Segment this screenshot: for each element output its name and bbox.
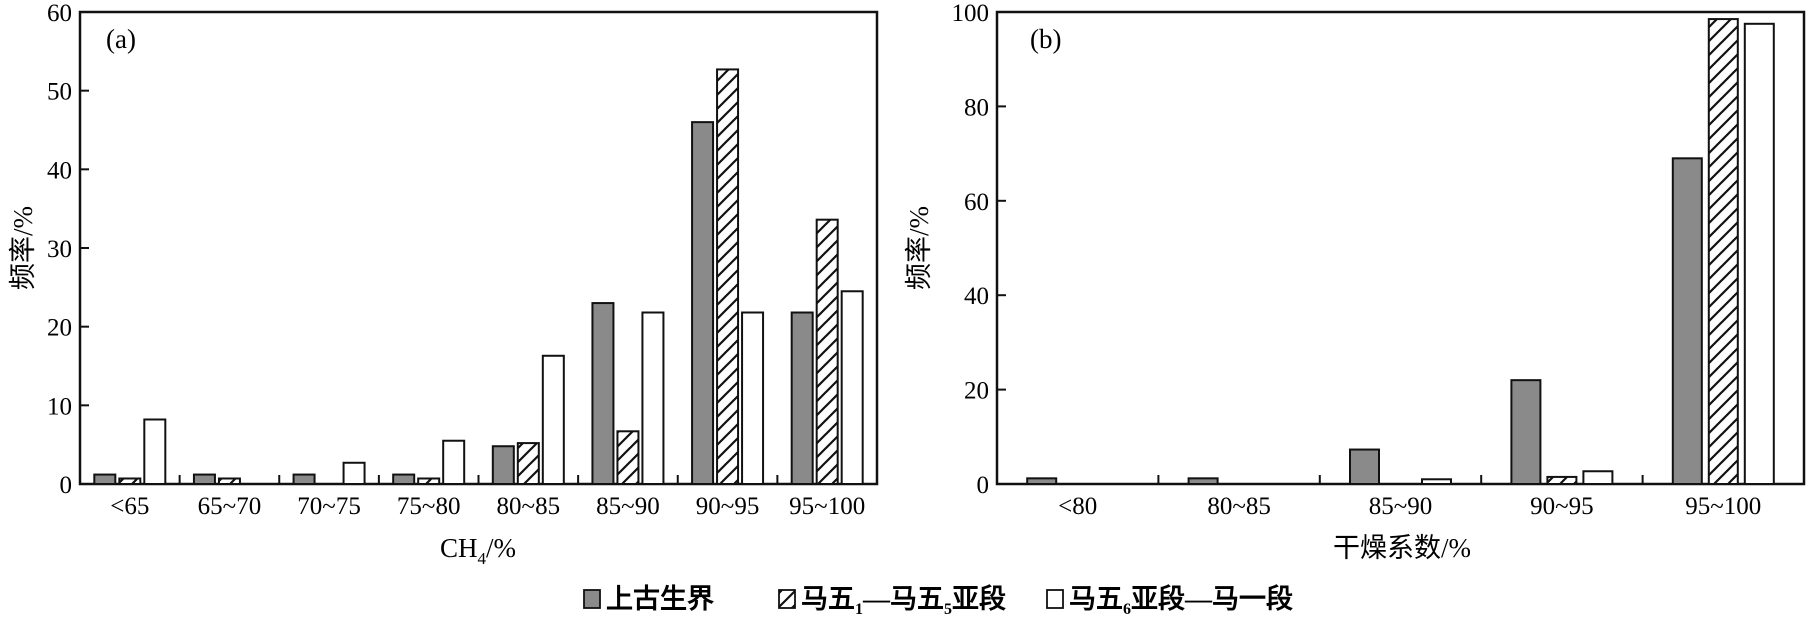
- bar-a-s1-c2: [192, 473, 216, 485]
- bar-a-s3-c7: [741, 311, 765, 485]
- x-tick-label: <80: [1058, 493, 1097, 520]
- bar-b-s1-c4: [1510, 379, 1542, 485]
- bar-a-s2-c6: [616, 430, 640, 485]
- x-axis-label-a: CH4/%: [440, 533, 516, 568]
- y-tick-label: 0: [60, 472, 73, 499]
- x-tick-label: 95~100: [789, 493, 865, 520]
- y-tick-label: 0: [977, 472, 990, 499]
- x-tick-label: 90~95: [696, 493, 760, 520]
- bar-a-s3-c1: [143, 418, 167, 486]
- y-tick-label: 60: [964, 189, 989, 216]
- bar-b-s3-c4: [1582, 470, 1614, 486]
- y-tick-label: 50: [47, 79, 72, 106]
- x-tick-label: 90~95: [1530, 493, 1594, 520]
- x-tick-label: 95~100: [1685, 493, 1761, 520]
- y-axis-label-a: 频率/%: [8, 206, 38, 290]
- x-tick-label: 85~90: [1369, 493, 1433, 520]
- y-tick-label: 40: [47, 157, 72, 184]
- y-tick-label: 20: [47, 315, 72, 342]
- bar-b-s2-c4: [1546, 475, 1578, 486]
- y-tick-label: 100: [952, 0, 990, 27]
- bar-a-s2-c5: [516, 442, 540, 485]
- bar-a-s1-c1: [93, 473, 117, 485]
- chart-panel-b: (b) 0 20 40 60 80 100 <80 80~85 85~90 90~95 95~100…: [904, 0, 1806, 563]
- x-tick-label: 65~70: [198, 493, 262, 520]
- y-tick-label: 30: [47, 236, 72, 263]
- legend-swatch-white: [1046, 589, 1064, 609]
- legend-label-1: 上古生界: [606, 584, 714, 614]
- y-axis-label-b: 频率/%: [904, 206, 934, 290]
- y-tick-label: 40: [964, 283, 989, 310]
- bar-a-s1-c8: [790, 311, 814, 485]
- panel-label-a: (a): [106, 24, 136, 54]
- bar-a-s1-c3: [292, 473, 316, 485]
- bar-b-s1-c1: [1026, 477, 1058, 485]
- bar-a-s1-c7: [691, 121, 715, 485]
- x-tick-label: 80~85: [1207, 493, 1271, 520]
- legend: 上古生界 马五1—马五5亚段 马五6亚段—马一段: [583, 584, 1293, 617]
- plot-area-b: [995, 10, 1806, 486]
- x-tick-label: 75~80: [397, 493, 461, 520]
- x-axis-label-b: 干燥系数/%: [1333, 533, 1471, 563]
- chart-panel-a: (a) 0 10 20 30 40 50 60 <65 65~70 70~75 75~80 80~85…: [8, 0, 879, 568]
- legend-label-3: 马五6亚段—马一段: [1069, 584, 1293, 617]
- y-tick-label: 80: [964, 94, 989, 121]
- bar-b-s1-c2: [1187, 477, 1219, 485]
- panel-label-b: (b): [1030, 24, 1061, 54]
- bar-a-s2-c8: [815, 218, 839, 485]
- x-tick-label: <65: [110, 493, 149, 520]
- bar-b-s3-c3: [1421, 478, 1452, 485]
- bar-a-s3-c8: [840, 290, 864, 485]
- bar-b-s1-c5: [1671, 157, 1703, 485]
- legend-swatch-gray: [583, 589, 601, 609]
- x-tick-label: 80~85: [497, 493, 561, 520]
- bar-a-s2-c1: [118, 477, 142, 486]
- legend-swatch-hatched: [778, 589, 796, 609]
- bar-b-s3-c5: [1743, 22, 1775, 486]
- y-tick-label: 20: [964, 378, 989, 405]
- bar-a-s3-c3: [342, 461, 366, 486]
- bar-a-s1-c4: [392, 473, 416, 485]
- bar-b-s1-c3: [1349, 448, 1380, 486]
- y-tick-label: 60: [47, 0, 72, 27]
- bar-a-s1-c5: [491, 445, 515, 485]
- bar-a-s2-c4: [417, 477, 441, 486]
- bar-a-s2-c7: [716, 68, 740, 485]
- bar-a-s3-c6: [641, 311, 665, 485]
- bar-b-s2-c5: [1707, 18, 1739, 486]
- x-tick-label: 85~90: [596, 493, 660, 520]
- bar-a-s3-c4: [442, 439, 466, 486]
- bar-a-s2-c2: [217, 477, 241, 486]
- bar-a-s1-c6: [591, 302, 615, 486]
- bar-a-s3-c5: [541, 354, 565, 486]
- legend-label-2: 马五1—马五5亚段: [801, 584, 1006, 617]
- y-tick-label: 10: [47, 393, 72, 420]
- x-tick-label: 70~75: [297, 493, 361, 520]
